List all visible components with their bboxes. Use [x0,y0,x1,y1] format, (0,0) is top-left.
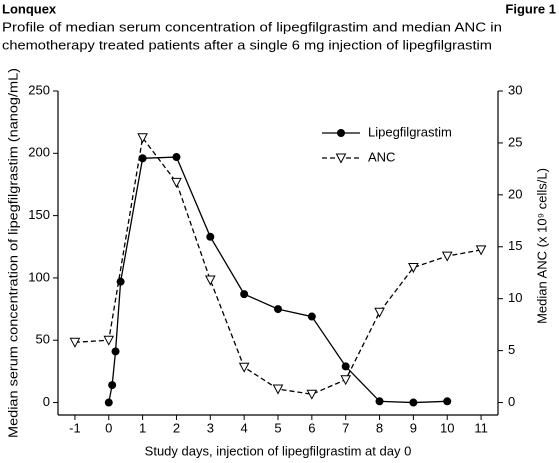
marker [272,384,284,395]
chart-title: Profile of median serum concentration of… [2,19,502,34]
legend-marker [337,129,345,137]
y-tick-label: 150 [28,207,50,222]
y-tick-label: 200 [28,145,50,160]
chart-title: chemotherapy treated patients after a si… [2,37,492,52]
figure-label: Figure 1 [505,1,556,16]
x-tick-label: 10 [440,420,454,435]
series-line [74,136,482,395]
marker [111,347,120,356]
legend-label: Lipegfilgrastim [368,124,452,139]
y-tick-label: 100 [28,269,50,284]
x-tick-label: 2 [173,420,180,435]
marker [137,133,148,144]
marker [108,381,117,390]
x-tick-label: 1 [139,420,146,435]
x-tick-label: 7 [342,420,349,435]
marker [374,307,385,318]
marker [443,397,452,406]
header: Lonquex [2,1,57,16]
legend-marker [335,153,347,164]
y2-tick-label: 25 [508,134,522,149]
y-axis-label: Median serum concentration of lipegfilgr… [5,68,20,438]
y2-tick-label: 10 [508,290,522,305]
x-tick-label: 4 [241,420,248,435]
marker [103,335,115,346]
y2-tick-label: 30 [508,82,522,97]
marker [306,389,318,400]
marker [408,263,419,274]
legend-label: ANC [368,149,395,164]
y2-tick-label: 0 [508,394,515,409]
marker [138,154,147,163]
marker [441,251,453,262]
y2-tick-label: 15 [508,238,522,253]
y2-tick-label: 20 [508,186,522,201]
x-tick-label: 5 [274,420,281,435]
marker [375,397,384,406]
x-tick-label: 6 [308,420,315,435]
marker [204,275,216,286]
y-tick-label: 0 [43,394,50,409]
marker [341,362,350,371]
y-tick-label: 50 [36,332,50,347]
series-line [108,156,448,404]
y-tick-label: 250 [28,82,50,97]
x-tick-label: 9 [410,420,417,435]
marker [409,398,418,407]
marker [340,375,352,386]
marker [206,232,215,241]
marker [307,312,316,321]
y2-tick-label: 5 [508,342,515,357]
x-tick-label: -1 [69,420,81,435]
marker [475,245,487,256]
x-axis-label: Study days, injection of lipegfilgrastim… [145,443,412,458]
marker [172,153,181,162]
x-tick-label: 8 [376,420,383,435]
y2-axis-label: Median ANC (x 10⁹ cells/L) [534,168,549,324]
marker [104,398,113,407]
marker [274,305,282,314]
marker [171,177,182,188]
x-tick-label: 11 [474,420,488,435]
x-tick-label: 0 [105,420,112,435]
marker [240,290,249,299]
x-tick-label: 3 [207,420,214,435]
marker [69,337,81,348]
marker [238,362,250,373]
